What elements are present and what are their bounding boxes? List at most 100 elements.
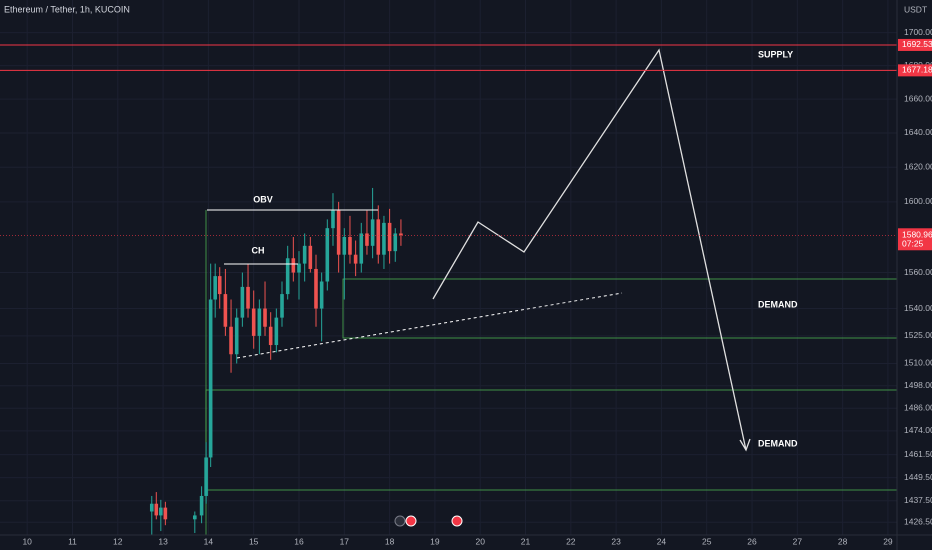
candle-body	[376, 219, 381, 255]
candle-body	[291, 258, 296, 273]
x-tick-label: 26	[747, 536, 757, 546]
arrow-head	[739, 438, 751, 452]
candle-body	[199, 495, 204, 516]
x-tick-label: 25	[702, 536, 712, 546]
candle-body	[359, 233, 364, 264]
candle-body	[229, 326, 233, 355]
x-tick-label: 15	[249, 536, 259, 546]
annotation: DEMAND	[758, 438, 798, 448]
candle-body	[234, 317, 239, 355]
x-tick-label: 29	[883, 536, 893, 546]
y-tick-label: 1474.00	[904, 425, 932, 435]
candle-body	[325, 228, 330, 282]
y-tick-label: 1426.50	[904, 517, 932, 527]
current-price: 1580.96	[902, 230, 932, 240]
x-tick-label: 10	[22, 536, 32, 546]
candle-body	[274, 317, 279, 346]
candle-body	[159, 507, 163, 516]
y-tick-label: 1620.00	[904, 161, 932, 171]
x-tick-label: 12	[113, 536, 123, 546]
candle-body	[331, 210, 335, 229]
countdown: 07:25	[902, 239, 924, 249]
candle-body	[268, 326, 273, 346]
candle-body	[365, 233, 369, 246]
candle-body	[297, 263, 301, 273]
candle-body	[280, 294, 284, 318]
candle-body	[370, 219, 375, 246]
x-tick-label: 27	[793, 536, 803, 546]
y-tick-label: 1660.00	[904, 93, 932, 103]
x-tick-label: 11	[68, 536, 77, 546]
y-tick-label: 1510.00	[904, 358, 932, 368]
axes: 1700.001680.001660.001640.001620.001600.…	[22, 27, 932, 546]
candle-body	[208, 299, 213, 458]
y-tick-label: 1449.50	[904, 472, 932, 482]
candle-body	[163, 507, 168, 520]
candle-body	[382, 222, 386, 255]
unit-label: USDT	[904, 4, 927, 14]
candle-body	[223, 294, 228, 327]
candle-body	[285, 258, 290, 295]
annotation: SUPPLY	[758, 49, 793, 59]
candle-body	[393, 233, 398, 252]
price-label-box	[898, 64, 932, 77]
x-tick-label: 24	[657, 536, 667, 546]
candle-body	[336, 210, 341, 255]
y-tick-label: 1540.00	[904, 303, 932, 313]
candle-body	[257, 308, 262, 336]
annotation: DEMAND	[758, 299, 798, 309]
candle-body	[308, 245, 313, 269]
x-tick-label: 13	[158, 536, 168, 546]
candle-body	[399, 233, 403, 236]
chart-title: Ethereum / Tether, 1h, KUCOIN	[4, 4, 130, 14]
candle-body	[302, 245, 307, 264]
x-tick-label: 23	[611, 536, 621, 546]
x-tick-label: 16	[294, 536, 304, 546]
x-tick-label: 22	[566, 536, 576, 546]
y-tick-label: 1461.50	[904, 449, 932, 459]
y-tick-label: 1600.00	[904, 196, 932, 206]
candle-body	[217, 276, 222, 295]
annotation: OBV	[253, 194, 273, 204]
annotation: CH	[252, 245, 265, 255]
candle-body	[251, 308, 256, 336]
x-tick-label: 14	[204, 536, 214, 546]
price-label: 1677.18	[902, 65, 932, 75]
event-icon[interactable]	[394, 515, 406, 527]
y-tick-label: 1640.00	[904, 127, 932, 137]
y-tick-label: 1700.00	[904, 27, 932, 37]
price-lines	[0, 44, 897, 236]
candle-body	[342, 236, 347, 255]
candle-body	[314, 268, 318, 309]
price-label: 1692.53	[902, 39, 932, 49]
x-tick-label: 20	[475, 536, 485, 546]
x-tick-label: 28	[838, 536, 848, 546]
y-tick-label: 1486.00	[904, 402, 932, 412]
candle-body	[319, 281, 324, 309]
candle-body	[348, 236, 352, 255]
candles	[149, 187, 403, 535]
candle-body	[240, 286, 245, 318]
event-icon[interactable]	[405, 515, 417, 527]
trend-line	[236, 292, 623, 359]
x-tick-label: 17	[340, 536, 350, 546]
price-scale	[897, 0, 932, 550]
x-tick-label: 21	[521, 536, 531, 546]
candle-body	[193, 515, 197, 520]
candle-body	[387, 222, 392, 252]
candle-body	[154, 503, 159, 516]
candle-body	[246, 286, 250, 309]
x-tick-label: 19	[430, 536, 440, 546]
candle-body	[263, 308, 267, 327]
y-tick-label: 1498.00	[904, 380, 932, 390]
candle-body	[213, 276, 217, 300]
event-icon[interactable]	[451, 515, 463, 527]
y-tick-label: 1525.00	[904, 330, 932, 340]
candle-body	[149, 503, 154, 512]
current-price-box	[898, 228, 932, 251]
price-label-box	[898, 38, 932, 51]
x-tick-label: 18	[385, 536, 395, 546]
y-tick-label: 1437.50	[904, 495, 932, 505]
